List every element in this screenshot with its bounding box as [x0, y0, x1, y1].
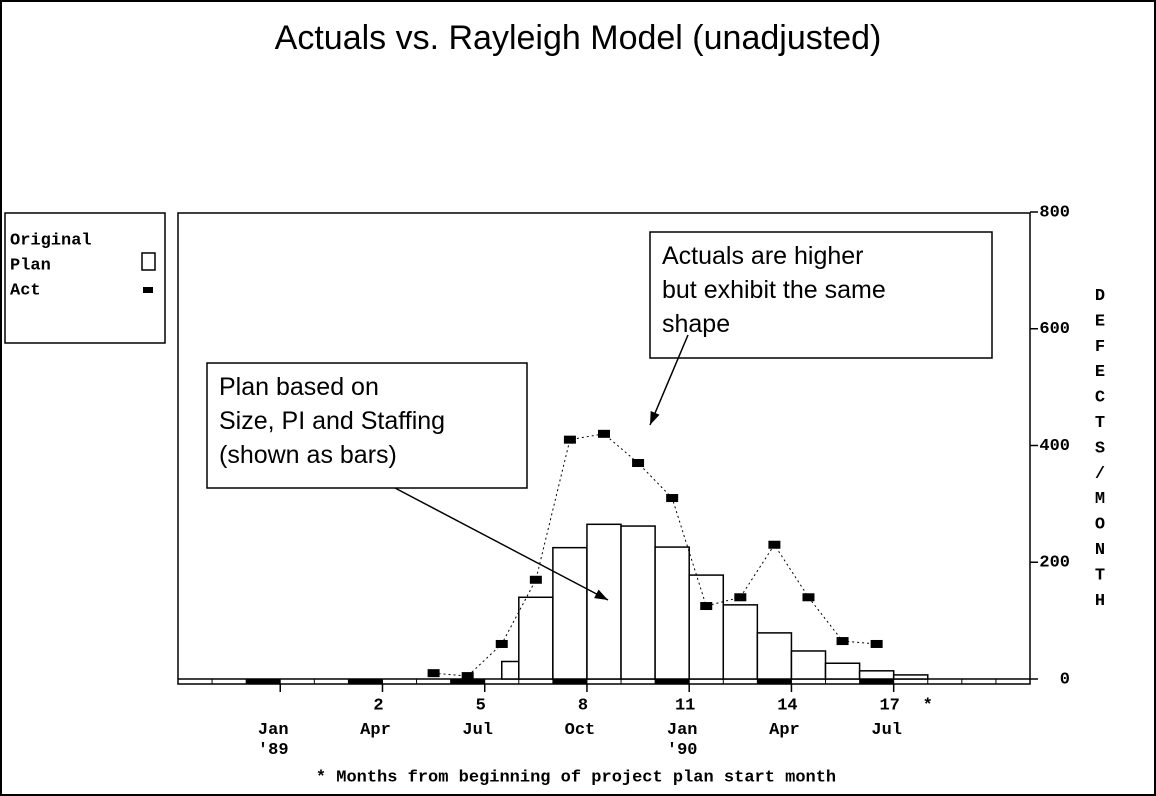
actual-point [495, 639, 508, 648]
x-tick-label: 17 [879, 696, 899, 715]
y-tick-label: 800 [1039, 203, 1070, 222]
legend-swatch-plan [141, 252, 156, 271]
annotation-arrow [394, 487, 609, 601]
annotation-box [206, 362, 528, 489]
x-tick-label: 2 [373, 696, 383, 715]
quarter-band [757, 679, 792, 684]
plan-bar [654, 546, 690, 680]
annotation-text: Plan based on Size, PI and Staffing (shown… [219, 373, 445, 469]
plan-bar [722, 604, 759, 680]
quarter-band [655, 679, 690, 684]
plan-bar [586, 523, 622, 680]
chart-title: Actuals vs. Rayleigh Model (unadjusted) [275, 19, 882, 57]
actual-point [870, 639, 883, 648]
plan-bar [688, 574, 725, 680]
actual-point [632, 459, 645, 468]
date-label: Jan '90 [667, 721, 698, 760]
actual-point [734, 593, 747, 602]
x-axis-caption: * Months from beginning of project plan … [316, 768, 836, 787]
annotation-arrow [649, 334, 689, 426]
arrow-head [594, 589, 608, 600]
y-tick-label: 400 [1039, 437, 1070, 456]
actual-point [598, 429, 610, 438]
plan-bar [824, 662, 861, 680]
quarter-band [246, 679, 281, 684]
actual-point [427, 669, 440, 678]
plan-bar [790, 650, 827, 680]
actual-point [666, 494, 679, 503]
x-marker: * [923, 696, 933, 715]
date-label: Jul [871, 721, 902, 740]
plan-bar [858, 670, 895, 680]
y-tick-label: 600 [1039, 320, 1070, 339]
actual-point [529, 575, 542, 584]
date-label: Jan '89 [258, 721, 289, 760]
actual-point [461, 672, 474, 681]
plan-bar [892, 674, 929, 680]
x-tick-label: 11 [675, 696, 695, 715]
actual-point [802, 593, 815, 602]
date-label: Apr [360, 721, 391, 740]
arrow-head [650, 411, 660, 425]
quarter-band [450, 679, 485, 684]
plan-bar [620, 525, 656, 680]
actual-point [700, 602, 713, 611]
plan-bar [501, 660, 520, 680]
quarter-band [552, 679, 587, 684]
date-label: Oct [565, 721, 596, 740]
annotation-text: Actuals are higher but exhibit the same sh… [662, 242, 886, 338]
quarter-band [859, 679, 894, 684]
legend-swatch-act [143, 287, 153, 293]
x-tick-label: 8 [578, 696, 588, 715]
actual-point [563, 435, 576, 444]
y-tick-label: 200 [1039, 554, 1070, 573]
actual-line [433, 433, 877, 677]
x-tick-label: 14 [777, 696, 797, 715]
y-axis-label: D E F E C T S / M O N T H [1095, 287, 1105, 611]
actual-point [768, 540, 781, 549]
y-tick-label: 0 [1060, 670, 1070, 689]
plan-bar [552, 546, 588, 680]
annotation-box [649, 231, 993, 359]
legend-label: Act [10, 281, 41, 300]
actual-point [836, 637, 849, 646]
legend-title: Original [10, 231, 92, 250]
quarter-band [348, 679, 383, 684]
x-tick-label: 5 [476, 696, 486, 715]
plot-frame [177, 212, 1031, 685]
legend-box [4, 212, 166, 344]
legend-label: Plan [10, 256, 51, 275]
date-label: Jul [462, 721, 493, 740]
plan-bar [756, 632, 793, 680]
date-label: Apr [769, 721, 800, 740]
plan-bar [518, 596, 554, 680]
